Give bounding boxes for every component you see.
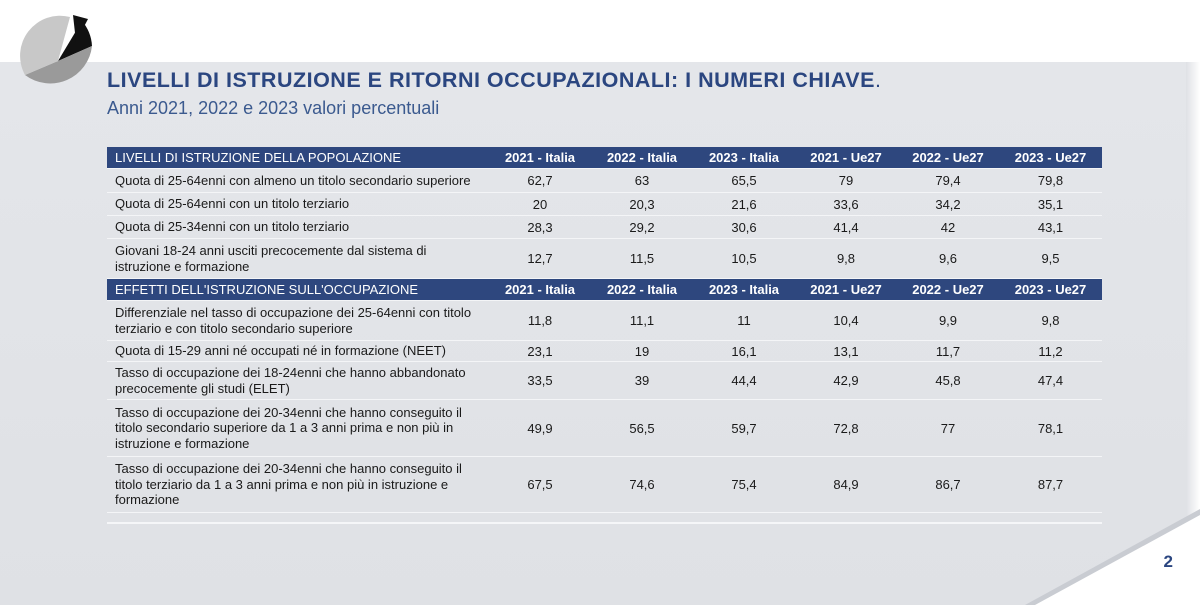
table-row: Tasso di occupazione dei 20-34enni che h… — [107, 456, 1102, 513]
cell-value: 42 — [897, 215, 999, 239]
table-row: Quota di 25-64enni con almeno un titolo … — [107, 168, 1102, 193]
cell-value: 11,2 — [999, 340, 1102, 362]
cell-value: 77 — [897, 399, 999, 457]
cell-value: 84,9 — [795, 456, 897, 513]
cell-value: 33,5 — [489, 361, 591, 400]
page-subtitle: Anni 2021, 2022 e 2023 valori percentual… — [107, 98, 440, 118]
slide-edge — [1186, 62, 1200, 605]
column-header: 2022 - Ue27 — [897, 278, 999, 301]
column-header: 2022 - Italia — [591, 147, 693, 169]
cell-value: 23,1 — [489, 340, 591, 362]
cell-value: 10,5 — [693, 238, 795, 279]
cell-value: 11,8 — [489, 300, 591, 341]
table-row: Quota di 15-29 anni né occupati né in fo… — [107, 340, 1102, 362]
cell-value: 43,1 — [999, 215, 1102, 239]
row-label: Quota di 15-29 anni né occupati né in fo… — [107, 340, 489, 362]
cell-value: 47,4 — [999, 361, 1102, 400]
cell-value: 62,7 — [489, 168, 591, 193]
row-label: Quota di 25-64enni con almeno un titolo … — [107, 168, 489, 193]
cell-value: 35,1 — [999, 192, 1102, 216]
section-title: LIVELLI DI ISTRUZIONE DELLA POPOLAZIONE — [107, 147, 489, 169]
row-label: Tasso di occupazione dei 18-24enni che h… — [107, 361, 489, 400]
cell-value: 39 — [591, 361, 693, 400]
cell-value: 72,8 — [795, 399, 897, 457]
cell-value: 75,4 — [693, 456, 795, 513]
cell-value: 12,7 — [489, 238, 591, 279]
row-label: Differenziale nel tasso di occupazione d… — [107, 300, 489, 341]
cell-value: 42,9 — [795, 361, 897, 400]
cell-value: 33,6 — [795, 192, 897, 216]
cell-value: 20 — [489, 192, 591, 216]
cell-value: 13,1 — [795, 340, 897, 362]
cell-value: 56,5 — [591, 399, 693, 457]
section-header-row: LIVELLI DI ISTRUZIONE DELLA POPOLAZIONE 2… — [107, 147, 1102, 169]
cell-value: 79 — [795, 168, 897, 193]
cell-value: 9,9 — [897, 300, 999, 341]
table-row: Differenziale nel tasso di occupazione d… — [107, 300, 1102, 341]
row-label: Quota di 25-64enni con un titolo terziar… — [107, 192, 489, 216]
page-number: 2 — [1163, 552, 1173, 571]
table-row: Giovani 18-24 anni usciti precocemente d… — [107, 238, 1102, 279]
cell-value: 9,5 — [999, 238, 1102, 279]
cell-value: 11 — [693, 300, 795, 341]
cell-value: 86,7 — [897, 456, 999, 513]
row-label: Tasso di occupazione dei 20-34enni che h… — [107, 456, 489, 513]
column-header: 2022 - Ue27 — [897, 147, 999, 169]
table-bottom-rule — [107, 522, 1102, 524]
cell-value: 9,8 — [795, 238, 897, 279]
column-header: 2021 - Italia — [489, 278, 591, 301]
data-table: LIVELLI DI ISTRUZIONE DELLA POPOLAZIONE 2… — [107, 147, 1102, 513]
column-header: 2023 - Ue27 — [999, 278, 1102, 301]
column-header: 2022 - Italia — [591, 278, 693, 301]
cell-value: 59,7 — [693, 399, 795, 457]
table-row: Quota di 25-64enni con un titolo terziar… — [107, 192, 1102, 216]
pie-chart-logo-icon — [20, 15, 92, 84]
cell-value: 65,5 — [693, 168, 795, 193]
cell-value: 41,4 — [795, 215, 897, 239]
cell-value: 11,7 — [897, 340, 999, 362]
cell-value: 9,6 — [897, 238, 999, 279]
cell-value: 28,3 — [489, 215, 591, 239]
cell-value: 87,7 — [999, 456, 1102, 513]
cell-value: 10,4 — [795, 300, 897, 341]
cell-value: 11,1 — [591, 300, 693, 341]
cell-value: 79,8 — [999, 168, 1102, 193]
cell-value: 49,9 — [489, 399, 591, 457]
cell-value: 11,5 — [591, 238, 693, 279]
row-label: Giovani 18-24 anni usciti precocemente d… — [107, 238, 489, 279]
table-row: Tasso di occupazione dei 20-34enni che h… — [107, 399, 1102, 457]
page-title: LIVELLI DI ISTRUZIONE E RITORNI OCCUPAZI… — [107, 68, 882, 92]
cell-value: 78,1 — [999, 399, 1102, 457]
column-header: 2021 - Ue27 — [795, 278, 897, 301]
cell-value: 21,6 — [693, 192, 795, 216]
column-header: 2023 - Italia — [693, 147, 795, 169]
cell-value: 9,8 — [999, 300, 1102, 341]
cell-value: 34,2 — [897, 192, 999, 216]
column-header: 2021 - Ue27 — [795, 147, 897, 169]
cell-value: 29,2 — [591, 215, 693, 239]
cell-value: 63 — [591, 168, 693, 193]
cell-value: 45,8 — [897, 361, 999, 400]
cell-value: 19 — [591, 340, 693, 362]
column-header: 2023 - Italia — [693, 278, 795, 301]
column-header: 2023 - Ue27 — [999, 147, 1102, 169]
cell-value: 44,4 — [693, 361, 795, 400]
cell-value: 16,1 — [693, 340, 795, 362]
section-header-row: EFFETTI DELL'ISTRUZIONE SULL'OCCUPAZIONE… — [107, 278, 1102, 301]
column-header: 2021 - Italia — [489, 147, 591, 169]
row-label: Quota di 25-34enni con un titolo terziar… — [107, 215, 489, 239]
section-title: EFFETTI DELL'ISTRUZIONE SULL'OCCUPAZIONE — [107, 278, 489, 301]
cell-value: 20,3 — [591, 192, 693, 216]
cell-value: 79,4 — [897, 168, 999, 193]
cell-value: 67,5 — [489, 456, 591, 513]
table-row: Quota di 25-34enni con un titolo terziar… — [107, 215, 1102, 239]
cell-value: 30,6 — [693, 215, 795, 239]
cell-value: 74,6 — [591, 456, 693, 513]
table-row: Tasso di occupazione dei 18-24enni che h… — [107, 361, 1102, 400]
row-label: Tasso di occupazione dei 20-34enni che h… — [107, 399, 489, 457]
corner-decoration — [1035, 515, 1200, 605]
